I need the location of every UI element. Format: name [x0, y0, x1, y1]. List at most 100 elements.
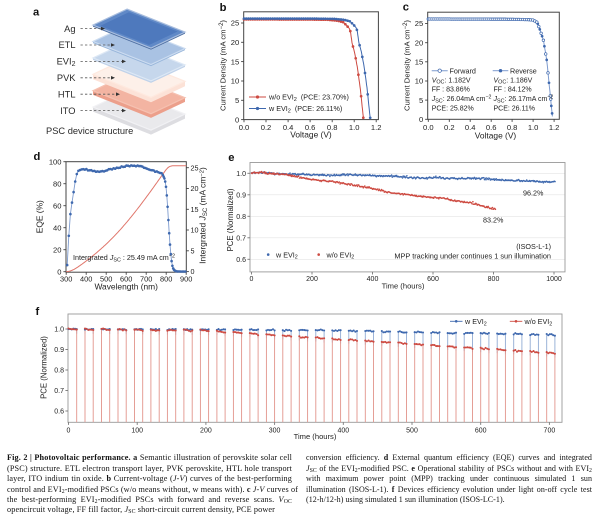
svg-text:Ag: Ag [64, 24, 75, 34]
svg-text:w EVI2: w EVI2 [275, 250, 298, 260]
svg-text:Forward: Forward [450, 66, 476, 75]
svg-text:0.2: 0.2 [444, 123, 455, 132]
svg-text:VOC: 1.182V: VOC: 1.182V [432, 77, 471, 85]
svg-text:0.8: 0.8 [54, 368, 64, 375]
svg-text:0: 0 [191, 267, 195, 276]
svg-text:VOC: 1.186V: VOC: 1.186V [494, 77, 533, 85]
svg-text:200: 200 [200, 428, 212, 435]
svg-text:400: 400 [80, 275, 92, 284]
svg-text:1000: 1000 [546, 276, 562, 283]
svg-text:0.0: 0.0 [239, 123, 250, 132]
svg-text:10: 10 [231, 77, 239, 86]
svg-text:20: 20 [191, 184, 199, 193]
svg-text:0.2: 0.2 [261, 123, 272, 132]
svg-text:b: b [220, 2, 227, 14]
svg-text:1.2: 1.2 [371, 123, 382, 132]
svg-text:w/o EVI2: w/o EVI2 [524, 317, 553, 327]
svg-text:w/o EVI2 (PCE: 23.70%): w/o EVI2 (PCE: 23.70%) [268, 92, 349, 102]
svg-text:15: 15 [231, 57, 239, 66]
svg-text:1.0: 1.0 [528, 123, 539, 132]
svg-text:500: 500 [406, 428, 418, 435]
svg-text:f: f [36, 306, 40, 318]
svg-text:Time (hours): Time (hours) [382, 282, 425, 291]
svg-text:0.6: 0.6 [305, 123, 316, 132]
svg-text:Voltage (V): Voltage (V) [475, 131, 517, 141]
svg-text:FF : 83.86%: FF : 83.86% [432, 87, 470, 94]
svg-text:1.0: 1.0 [54, 327, 64, 334]
svg-text:10: 10 [191, 226, 199, 235]
svg-text:EVI2: EVI2 [57, 57, 76, 69]
svg-text:PCE: 25.82%: PCE: 25.82% [432, 105, 474, 112]
svg-text:ETL: ETL [58, 40, 75, 50]
svg-text:800: 800 [488, 276, 500, 283]
svg-text:0.4: 0.4 [283, 123, 294, 132]
svg-text:Reverse: Reverse [510, 66, 537, 75]
svg-text:0.8: 0.8 [236, 214, 246, 221]
svg-text:(ISOS-L-1): (ISOS-L-1) [516, 242, 551, 251]
svg-text:JSC: 26.04mA cm−2: JSC: 26.04mA cm−2 [431, 95, 492, 105]
svg-text:FF : 84.12%: FF : 84.12% [494, 87, 532, 94]
svg-text:w/o EVI2: w/o EVI2 [326, 250, 355, 260]
svg-text:0: 0 [235, 115, 239, 124]
svg-text:600: 600 [427, 276, 439, 283]
svg-text:25: 25 [191, 163, 199, 172]
svg-text:Voltage (V): Voltage (V) [290, 130, 332, 140]
svg-text:w EVI2: w EVI2 [464, 317, 487, 327]
svg-text:HTL: HTL [58, 89, 76, 99]
svg-text:0: 0 [57, 267, 61, 276]
svg-text:0.6: 0.6 [54, 409, 64, 416]
svg-text:1.0: 1.0 [236, 171, 246, 178]
svg-text:0.6: 0.6 [236, 257, 246, 264]
svg-text:300: 300 [60, 275, 72, 284]
svg-text:0: 0 [250, 276, 254, 283]
svg-text:600: 600 [475, 428, 487, 435]
svg-text:0.7: 0.7 [54, 388, 64, 395]
svg-text:5: 5 [419, 96, 423, 105]
svg-text:Current Density (mA cm−2): Current Density (mA cm−2) [403, 20, 412, 111]
svg-text:25: 25 [415, 19, 423, 28]
svg-text:JSC: 26.17mA cm−2: JSC: 26.17mA cm−2 [493, 95, 554, 105]
svg-text:0.9: 0.9 [236, 192, 246, 199]
svg-text:0.4: 0.4 [465, 123, 476, 132]
svg-text:PCE (Normalized): PCE (Normalized) [40, 336, 49, 399]
svg-text:0.8: 0.8 [507, 123, 518, 132]
svg-text:15: 15 [191, 205, 199, 214]
svg-text:300: 300 [269, 428, 281, 435]
svg-text:60: 60 [53, 201, 61, 210]
svg-text:900: 900 [180, 275, 192, 284]
svg-text:PCE: 26.11%: PCE: 26.11% [494, 105, 536, 112]
svg-text:5: 5 [235, 96, 239, 105]
svg-text:Wavelength (nm): Wavelength (nm) [94, 282, 158, 292]
svg-text:20: 20 [231, 38, 239, 47]
svg-text:0.9: 0.9 [54, 347, 64, 354]
svg-text:83.2%: 83.2% [483, 216, 504, 225]
svg-text:0.7: 0.7 [236, 235, 246, 242]
svg-text:ITO: ITO [60, 106, 75, 116]
svg-text:25: 25 [231, 19, 239, 28]
svg-text:1.2: 1.2 [549, 123, 560, 132]
svg-text:5: 5 [191, 246, 195, 255]
svg-text:0.8: 0.8 [327, 123, 338, 132]
svg-text:1.0: 1.0 [349, 123, 360, 132]
svg-text:40: 40 [53, 223, 61, 232]
svg-text:PVK: PVK [57, 73, 76, 83]
svg-text:800: 800 [160, 275, 172, 284]
svg-text:600: 600 [120, 275, 132, 284]
svg-text:0.6: 0.6 [486, 123, 497, 132]
svg-text:a: a [33, 7, 40, 19]
svg-text:0: 0 [419, 115, 423, 124]
svg-text:PCE (Normalized): PCE (Normalized) [226, 188, 235, 251]
svg-text:80: 80 [53, 179, 61, 188]
svg-text:96.2%: 96.2% [523, 189, 544, 198]
svg-text:400: 400 [337, 428, 349, 435]
svg-text:PSC device structure: PSC device structure [46, 126, 133, 136]
svg-text:c: c [403, 1, 409, 13]
svg-text:Intergrated JSC : 25.49 mA cm−: Intergrated JSC : 25.49 mA cm−2 [73, 253, 175, 263]
svg-text:EQE (%): EQE (%) [35, 200, 45, 233]
svg-text:10: 10 [415, 77, 423, 86]
svg-text:w EVI2 (PCE: 26.11%): w EVI2 (PCE: 26.11%) [268, 104, 342, 114]
svg-text:100: 100 [131, 428, 143, 435]
svg-text:Time (hours): Time (hours) [294, 432, 337, 441]
svg-text:500: 500 [100, 275, 112, 284]
svg-text:700: 700 [544, 428, 556, 435]
